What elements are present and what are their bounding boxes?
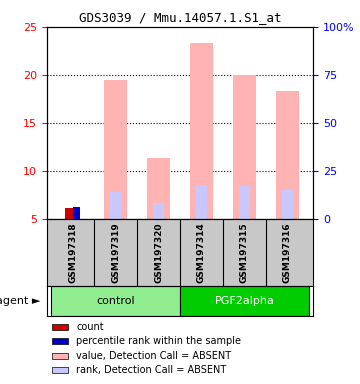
Bar: [52, 324, 68, 330]
Text: GSM197318: GSM197318: [68, 222, 77, 283]
Bar: [190, 43, 213, 220]
Text: GSM197316: GSM197316: [283, 222, 292, 283]
Bar: [52, 353, 68, 359]
Bar: [196, 185, 207, 220]
Bar: [233, 75, 256, 220]
Bar: [180, 286, 309, 316]
Bar: [239, 186, 250, 220]
Bar: [153, 203, 164, 220]
Bar: [51, 286, 180, 316]
Text: control: control: [96, 296, 135, 306]
Bar: [65, 208, 73, 220]
Text: value, Detection Call = ABSENT: value, Detection Call = ABSENT: [76, 351, 231, 361]
Bar: [110, 192, 121, 220]
Text: rank, Detection Call = ABSENT: rank, Detection Call = ABSENT: [76, 365, 226, 375]
Bar: [147, 158, 170, 220]
Bar: [276, 91, 299, 220]
Text: GSM197320: GSM197320: [154, 222, 163, 283]
Text: count: count: [76, 322, 104, 332]
Text: PGF2alpha: PGF2alpha: [215, 296, 274, 306]
Text: agent ►: agent ►: [0, 296, 40, 306]
Bar: [104, 80, 127, 220]
Text: percentile rank within the sample: percentile rank within the sample: [76, 336, 241, 346]
Text: GSM197319: GSM197319: [111, 222, 120, 283]
Bar: [282, 190, 293, 220]
Text: GSM197314: GSM197314: [197, 222, 206, 283]
Bar: [73, 207, 80, 220]
Bar: [52, 338, 68, 344]
Bar: [52, 367, 68, 373]
Text: GSM197315: GSM197315: [240, 222, 249, 283]
Title: GDS3039 / Mmu.14057.1.S1_at: GDS3039 / Mmu.14057.1.S1_at: [79, 11, 281, 24]
